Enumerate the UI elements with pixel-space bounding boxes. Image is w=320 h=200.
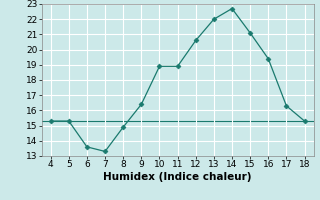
X-axis label: Humidex (Indice chaleur): Humidex (Indice chaleur) <box>103 172 252 182</box>
